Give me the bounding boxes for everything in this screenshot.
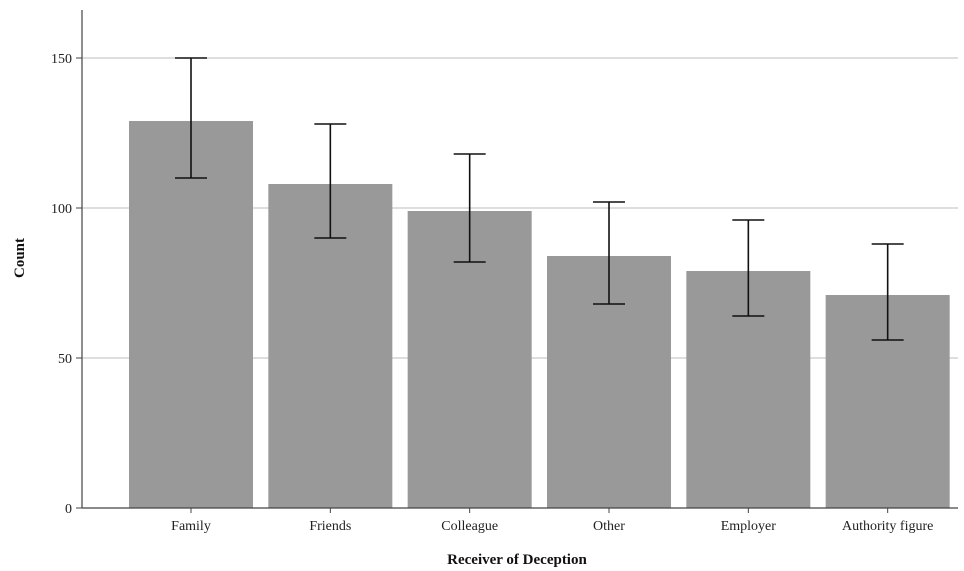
x-tick-label: Employer <box>721 519 777 534</box>
y-axis-title: Count <box>12 238 28 278</box>
bars <box>129 121 950 508</box>
y-tick-label: 50 <box>58 352 72 367</box>
tick-labels: 0 50 100 150 Family Friends Colleague Other Empl… <box>51 52 933 534</box>
x-tick-label: Family <box>171 519 211 534</box>
y-tick-label: 0 <box>65 502 72 517</box>
axes <box>76 10 958 513</box>
error-bars <box>175 57 904 341</box>
x-tick-label: Authority figure <box>842 519 933 534</box>
x-tick-label: Colleague <box>441 519 498 534</box>
y-tick-label: 150 <box>51 52 72 67</box>
x-tick-label: Other <box>593 519 625 534</box>
y-tick-label: 100 <box>51 202 72 217</box>
x-tick-label: Friends <box>309 519 351 534</box>
bar <box>129 121 254 508</box>
x-axis-title: Receiver of Deception <box>447 552 587 568</box>
